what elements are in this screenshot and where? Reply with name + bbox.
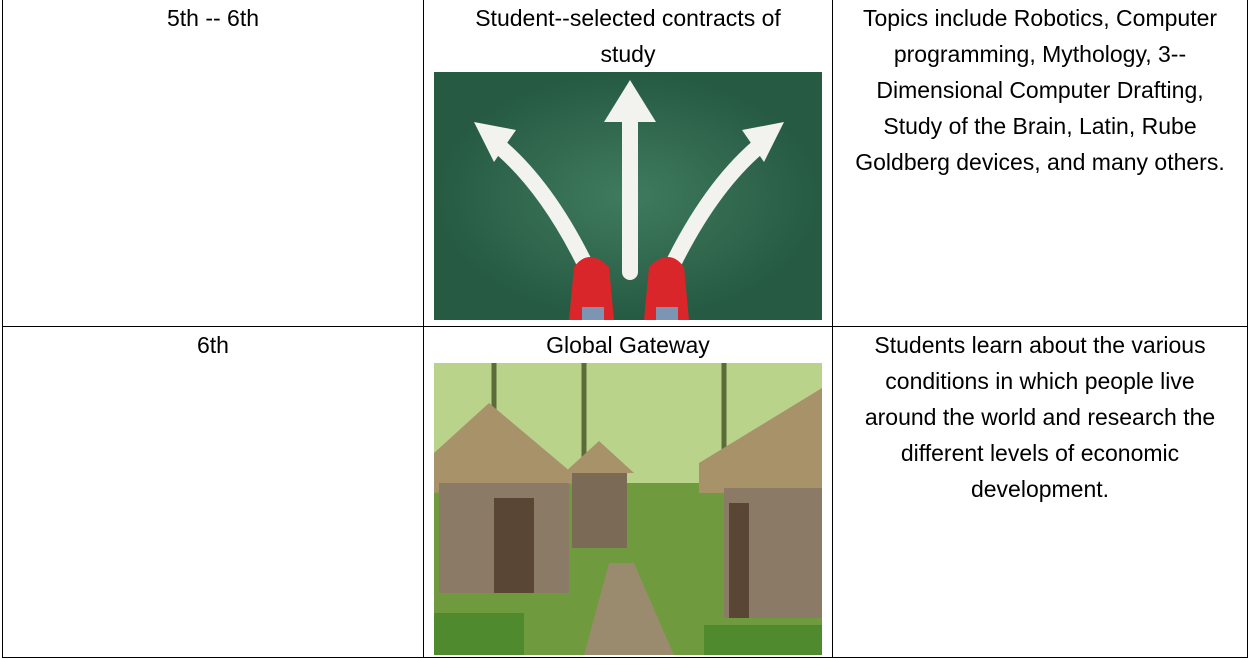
grade: 6th bbox=[197, 332, 229, 358]
description: Topics include Robotics, Computer progra… bbox=[855, 5, 1225, 175]
grade: 5th -- 6th bbox=[166, 5, 260, 31]
table-cell: Students learn about the various conditi… bbox=[832, 326, 1248, 658]
huts-photo bbox=[434, 363, 822, 655]
arrows-photo bbox=[434, 72, 822, 320]
table-cell: 6th bbox=[2, 326, 424, 658]
table-row: 5th -- 6th Student--selected contracts o… bbox=[2, 0, 1248, 327]
table-cell: Topics include Robotics, Computer progra… bbox=[832, 0, 1248, 327]
table-cell: Student--selected contracts of study bbox=[423, 0, 833, 327]
program-title: Global Gateway bbox=[546, 332, 710, 358]
table-cell: Global Gateway bbox=[423, 326, 833, 658]
description: Students learn about the various conditi… bbox=[864, 332, 1216, 502]
table-cell: 5th -- 6th bbox=[2, 0, 424, 327]
table-row: 6th Global Gateway Students learn about bbox=[2, 326, 1248, 658]
program-title: Student--selected contracts of study bbox=[475, 5, 781, 67]
